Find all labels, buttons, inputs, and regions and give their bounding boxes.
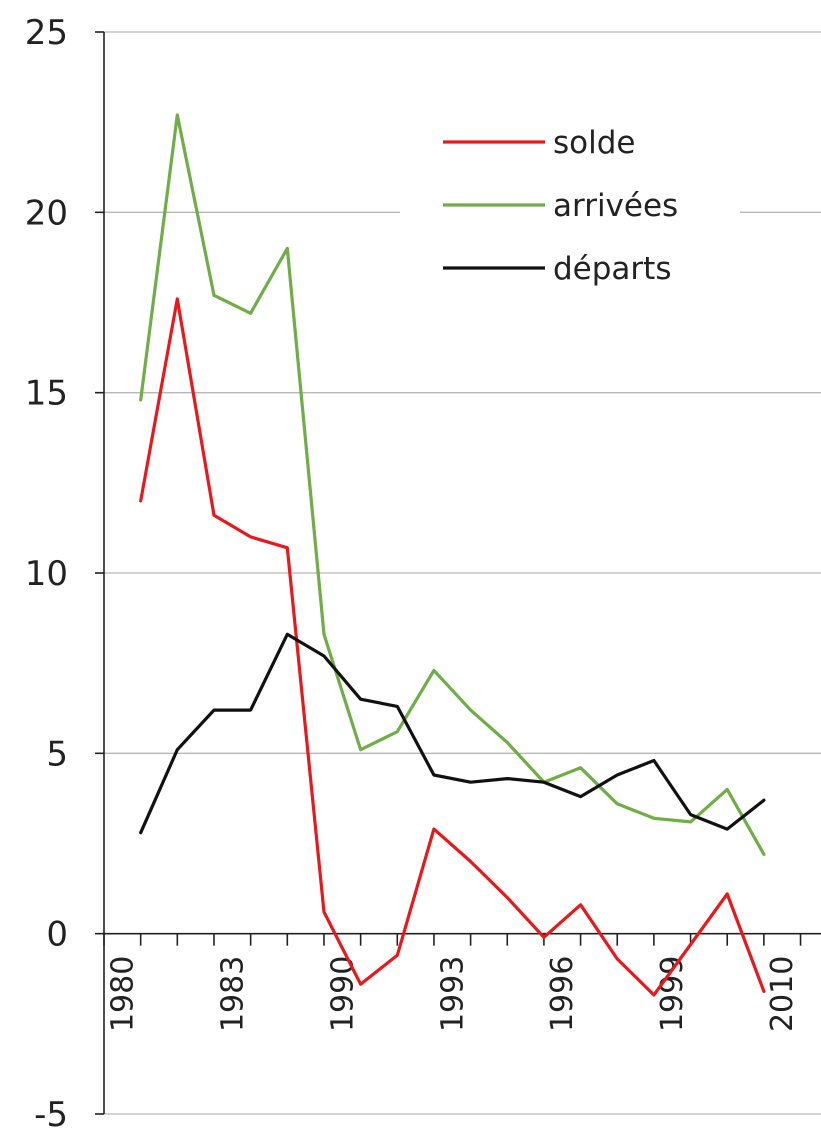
legend-background [400,112,740,308]
y-tick-label: -5 [34,1095,68,1135]
legend: solde arrivées départs [400,112,740,308]
y-tick-label: 10 [25,554,68,594]
series-line-solde [139,297,766,997]
series-group [139,113,766,997]
x-axis: 1980 1983 1990 1993 1996 1999 2010 [103,932,821,1032]
legend-label: arrivées [553,188,678,224]
y-tick-label: 25 [25,13,68,53]
x-tick-label: 1990 [325,956,360,1032]
x-tick-label: 2010 [765,956,800,1032]
y-tick-label: 20 [25,193,68,233]
series-line-arrivées [139,113,766,856]
series-line-départs [139,632,766,835]
y-tick-label: 5 [46,734,68,774]
y-tick-label: 0 [46,915,68,955]
y-tick-label: 15 [25,374,68,414]
legend-label: solde [553,125,635,161]
y-axis: -5 0 5 10 15 20 25 [25,13,105,1135]
x-tick-label: 1980 [105,956,140,1032]
x-tick-label: 1996 [545,956,580,1032]
x-tick-label: 1983 [215,956,250,1032]
legend-label: départs [553,251,671,287]
x-tick-label: 1993 [435,956,470,1032]
